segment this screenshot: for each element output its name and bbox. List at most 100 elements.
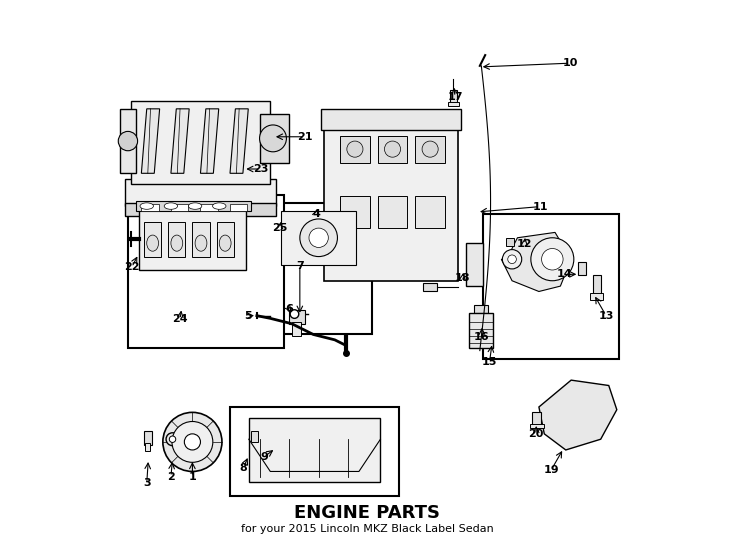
Bar (168, 221, 186, 256)
Text: for your 2015 Lincoln MKZ Black Label Sedan: for your 2015 Lincoln MKZ Black Label Se… (241, 524, 493, 534)
Bar (260, 114, 289, 163)
Bar (448, 102, 459, 106)
Circle shape (385, 141, 401, 157)
Circle shape (172, 422, 213, 462)
Ellipse shape (164, 203, 178, 210)
Polygon shape (539, 380, 617, 450)
Text: 20: 20 (528, 429, 544, 439)
Bar (136, 201, 252, 211)
Bar (145, 443, 150, 451)
Polygon shape (230, 109, 248, 173)
Ellipse shape (140, 203, 153, 210)
Bar (126, 179, 276, 206)
Text: 3: 3 (143, 478, 150, 488)
Text: 18: 18 (455, 273, 470, 283)
Bar (590, 293, 603, 300)
Text: 1: 1 (189, 472, 196, 482)
Text: 12: 12 (517, 239, 532, 249)
Text: 14: 14 (557, 269, 573, 279)
Circle shape (184, 434, 200, 450)
Bar (506, 238, 514, 246)
Circle shape (502, 249, 522, 269)
Bar (230, 407, 399, 496)
Text: 10: 10 (562, 58, 578, 68)
Ellipse shape (219, 235, 231, 251)
Bar (200, 205, 218, 211)
Ellipse shape (147, 235, 159, 251)
Bar (131, 102, 270, 184)
Bar (482, 214, 619, 359)
Bar (281, 211, 356, 265)
Bar (378, 136, 407, 163)
Text: 9: 9 (260, 452, 268, 462)
Bar (139, 208, 246, 270)
Circle shape (118, 131, 137, 151)
Polygon shape (200, 109, 219, 173)
Circle shape (290, 310, 299, 319)
Bar (120, 109, 136, 173)
Text: 21: 21 (297, 132, 313, 142)
Text: 5: 5 (244, 310, 252, 321)
Bar (289, 310, 305, 323)
Bar (171, 205, 188, 211)
Bar (128, 195, 284, 348)
Bar (321, 109, 461, 130)
Bar (273, 203, 372, 334)
Polygon shape (142, 109, 159, 173)
Ellipse shape (195, 235, 207, 251)
Text: 17: 17 (447, 92, 463, 102)
Text: 16: 16 (474, 332, 490, 342)
Circle shape (260, 125, 286, 152)
Bar (324, 130, 458, 281)
Bar (252, 431, 258, 442)
Circle shape (347, 141, 363, 157)
Bar (230, 205, 247, 211)
Circle shape (542, 248, 563, 270)
Polygon shape (171, 109, 189, 173)
Text: 4: 4 (312, 208, 320, 219)
Circle shape (309, 228, 328, 247)
Polygon shape (501, 232, 571, 292)
Bar (474, 305, 488, 313)
Text: 23: 23 (253, 164, 269, 174)
Bar (144, 431, 152, 444)
Bar (192, 221, 210, 256)
Bar (340, 136, 370, 163)
Text: 24: 24 (172, 314, 188, 325)
Bar (532, 413, 540, 426)
Bar (578, 262, 586, 275)
Circle shape (170, 436, 175, 442)
Bar (144, 221, 161, 256)
Circle shape (166, 433, 179, 446)
Bar (466, 243, 482, 286)
Text: 6: 6 (286, 303, 293, 314)
Bar (340, 196, 370, 228)
Bar (531, 424, 544, 428)
Bar (592, 275, 600, 294)
Bar (217, 221, 233, 256)
Bar (469, 313, 493, 348)
Text: 13: 13 (598, 310, 614, 321)
Text: 19: 19 (543, 465, 559, 475)
Text: 11: 11 (532, 201, 548, 212)
Bar (142, 205, 159, 211)
Bar (292, 322, 302, 335)
Text: 2: 2 (167, 472, 175, 482)
Circle shape (163, 413, 222, 471)
Bar (249, 418, 380, 482)
Bar (415, 136, 445, 163)
Text: 22: 22 (124, 262, 139, 272)
Ellipse shape (171, 235, 183, 251)
Ellipse shape (213, 203, 226, 210)
Text: 8: 8 (239, 463, 247, 472)
Circle shape (508, 255, 516, 264)
Circle shape (300, 219, 338, 256)
Bar (378, 196, 407, 228)
Text: 15: 15 (482, 357, 497, 367)
Ellipse shape (189, 203, 202, 210)
Bar (126, 203, 276, 217)
Bar (424, 284, 437, 292)
Circle shape (531, 238, 574, 281)
Circle shape (422, 141, 438, 157)
Bar (450, 90, 457, 104)
